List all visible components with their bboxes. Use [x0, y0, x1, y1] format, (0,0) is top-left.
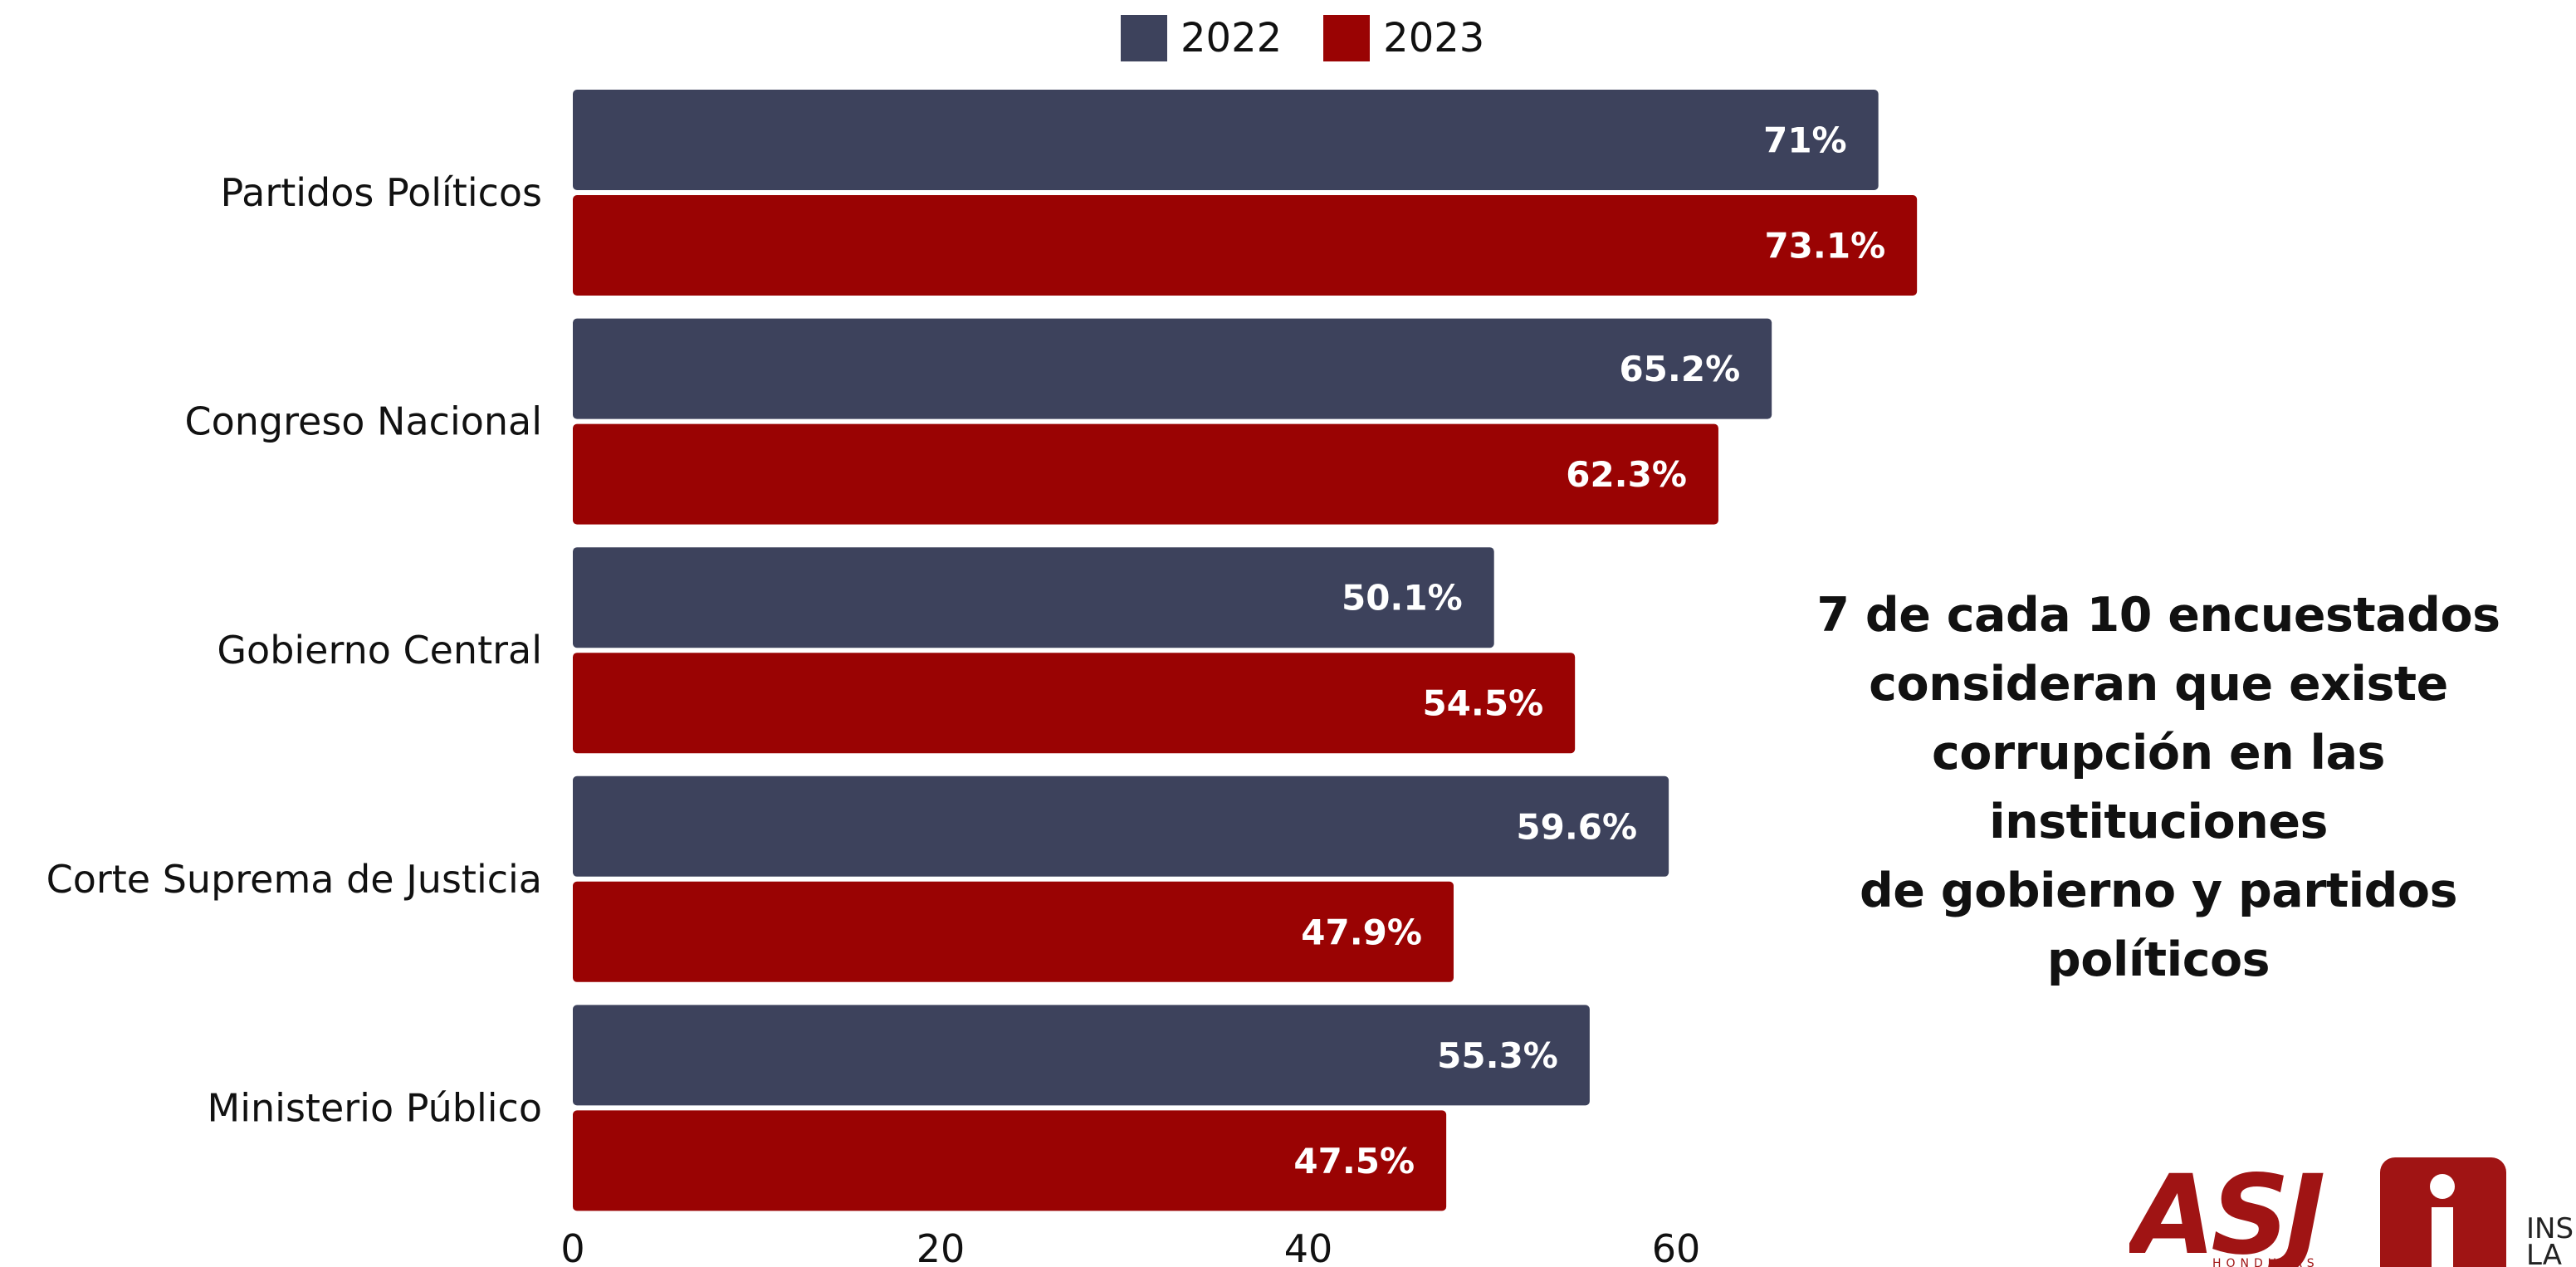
annotation-line-3: corrupción en las instituciones	[1932, 726, 2385, 849]
data-label-2022-1: 71%	[1763, 120, 1847, 161]
category-label-1: Partidos Políticos	[220, 170, 542, 215]
bar-2023-5	[573, 1110, 1447, 1211]
legend-label-2022: 2022	[1180, 15, 1283, 61]
category-label-5: Ministerio Público	[208, 1085, 542, 1130]
bar-2023-4	[573, 881, 1454, 982]
asj-logo: ASJ HONDURAS INS LA	[2129, 1154, 2576, 1267]
category-label-4: Corte Suprema de Justicia	[46, 857, 542, 902]
annotation-line-2: consideran que existe	[1869, 657, 2448, 712]
bar-2022-5	[573, 1005, 1590, 1106]
logo-sub-text: HONDURAS	[2212, 1257, 2319, 1267]
x-tick-label-2: 20	[917, 1226, 965, 1267]
data-label-2023-5: 47.5%	[1293, 1141, 1415, 1181]
x-tick-label-1: 0	[560, 1226, 584, 1267]
annotation-line-1: 7 de cada 10 encuestados	[1816, 588, 2500, 643]
category-label-3: Gobierno Central	[217, 628, 542, 673]
data-label-2023-4: 47.9%	[1301, 912, 1422, 952]
x-tick-label-3: 40	[1284, 1226, 1333, 1267]
chart-legend: 2022 2023	[1121, 15, 1484, 61]
data-label-2023-2: 62.3%	[1566, 454, 1687, 495]
legend-swatch-2022	[1121, 15, 1167, 61]
info-logo-stem	[2432, 1207, 2453, 1267]
data-label-2023-1: 73.1%	[1764, 226, 1885, 267]
logo-side-text: INS LA	[2526, 1212, 2574, 1267]
data-label-2022-5: 55.3%	[1437, 1035, 1558, 1076]
bar-2023-1	[573, 195, 1918, 296]
logo-side-line-2: LA	[2526, 1239, 2562, 1267]
data-label-2022-2: 65.2%	[1619, 349, 1740, 389]
logo-side-line-1: INS	[2526, 1212, 2574, 1245]
category-label-2: Congreso Nacional	[185, 399, 543, 444]
bar-2023-3	[573, 653, 1576, 754]
logo-asj-text: ASJ	[2131, 1154, 2325, 1267]
legend-item-2022: 2022	[1121, 15, 1282, 61]
bar-2022-2	[573, 318, 1772, 419]
data-label-2022-3: 50.1%	[1342, 578, 1463, 619]
bar-2023-2	[573, 423, 1718, 525]
data-label-2023-3: 54.5%	[1422, 683, 1543, 724]
data-label-2022-4: 59.6%	[1516, 806, 1637, 847]
legend-item-2023: 2023	[1323, 15, 1484, 61]
annotation-line-4: de gobierno y partidos políticos	[1859, 863, 2458, 987]
info-logo-dot	[2430, 1174, 2455, 1199]
bar-2022-3	[573, 547, 1494, 648]
chart-annotation: 7 de cada 10 encuestados consideran que …	[1760, 581, 2557, 995]
legend-label-2023: 2023	[1383, 15, 1485, 61]
bar-2022-4	[573, 775, 1669, 877]
bar-2022-1	[573, 90, 1879, 190]
x-tick-label-4: 60	[1652, 1226, 1701, 1267]
legend-swatch-2023	[1323, 15, 1371, 61]
